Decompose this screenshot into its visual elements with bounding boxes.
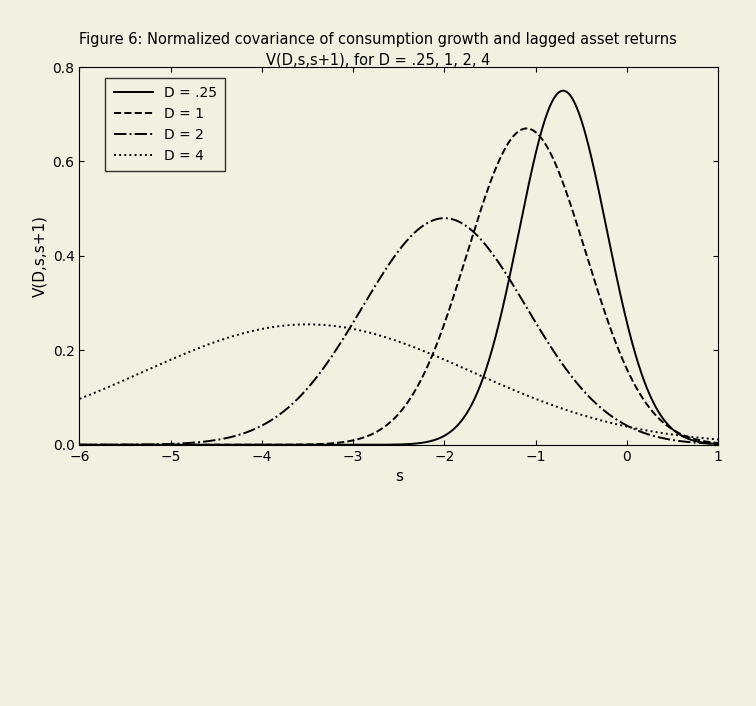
D = 1 bbox=[75, 441, 84, 449]
Text: Figure 6: Normalized covariance of consumption growth and lagged asset returns: Figure 6: Normalized covariance of consu… bbox=[79, 32, 677, 47]
D = 1 bbox=[294, 441, 303, 449]
D = 4 bbox=[479, 373, 488, 381]
D = 4 bbox=[303, 320, 312, 328]
D = .25 bbox=[684, 435, 693, 443]
D = 1 bbox=[472, 216, 482, 225]
X-axis label: s: s bbox=[395, 469, 403, 484]
D = 2 bbox=[684, 438, 693, 446]
D = 4 bbox=[75, 395, 84, 403]
D = 2 bbox=[75, 441, 84, 449]
D = .25 bbox=[479, 374, 488, 383]
Legend: D = .25, D = 1, D = 2, D = 4: D = .25, D = 1, D = 2, D = 4 bbox=[106, 78, 225, 172]
D = 1 bbox=[522, 124, 531, 133]
D = 1 bbox=[246, 441, 256, 449]
D = 1 bbox=[151, 441, 160, 449]
Line: D = 1: D = 1 bbox=[79, 128, 718, 445]
D = .25 bbox=[559, 86, 568, 95]
D = 2 bbox=[473, 232, 482, 240]
D = 4 bbox=[294, 321, 303, 329]
Line: D = 4: D = 4 bbox=[79, 324, 718, 439]
D = .25 bbox=[472, 388, 482, 397]
D = 4 bbox=[684, 432, 693, 441]
D = .25 bbox=[151, 441, 160, 449]
D = 4 bbox=[151, 362, 160, 371]
D = 2 bbox=[479, 238, 488, 246]
D = .25 bbox=[75, 441, 84, 449]
D = 2 bbox=[714, 440, 723, 448]
D = .25 bbox=[294, 441, 303, 449]
D = 4 bbox=[473, 370, 482, 378]
D = 1 bbox=[714, 439, 723, 448]
Text: V(D,s,s+1), for D = .25, 1, 2, 4: V(D,s,s+1), for D = .25, 1, 2, 4 bbox=[266, 53, 490, 68]
D = 2 bbox=[246, 426, 256, 435]
D = .25 bbox=[246, 441, 256, 449]
Line: D = .25: D = .25 bbox=[79, 90, 718, 445]
D = 4 bbox=[714, 435, 723, 443]
D = 2 bbox=[294, 394, 303, 402]
Line: D = 2: D = 2 bbox=[79, 218, 718, 445]
D = 2 bbox=[440, 214, 449, 222]
Y-axis label: V(D,s,s+1): V(D,s,s+1) bbox=[32, 215, 47, 297]
D = 1 bbox=[684, 433, 693, 441]
D = .25 bbox=[714, 440, 723, 448]
D = 1 bbox=[479, 199, 488, 208]
D = 4 bbox=[246, 327, 256, 335]
D = 2 bbox=[151, 440, 160, 448]
